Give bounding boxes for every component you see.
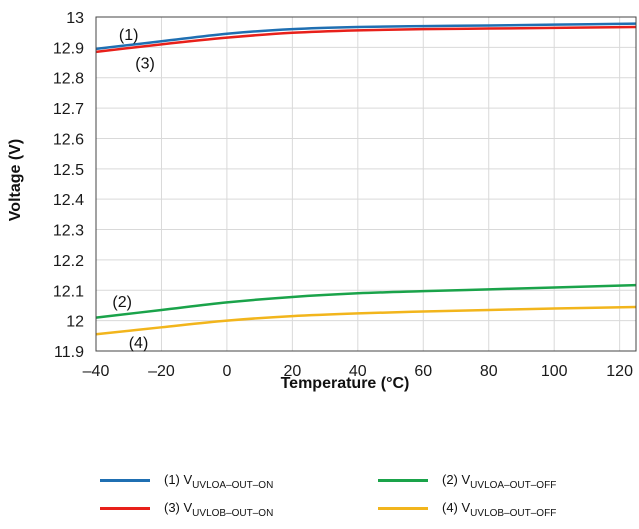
- legend-label-prefix: (2) V: [442, 472, 471, 487]
- y-tick-label: 11.9: [54, 344, 84, 361]
- legend-label-prefix: (3) V: [164, 500, 193, 515]
- y-tick-label: 12.8: [53, 71, 84, 88]
- series-line-3: [95, 25, 637, 54]
- series-line-2: [95, 283, 637, 319]
- legend-swatch: [100, 507, 150, 510]
- y-tick-label: 12.2: [53, 253, 84, 270]
- legend-label: (4) VUVLOB–OUT–OFF: [442, 500, 556, 519]
- legend-label-subscript: UVLOA–OUT–ON: [192, 480, 274, 491]
- legend-item-2: (2) VUVLOA–OUT–OFF: [378, 472, 556, 491]
- y-tick-label: 12: [66, 314, 84, 331]
- legend-item-1: (1) VUVLOA–OUT–ON: [100, 472, 273, 491]
- annotation-2: (2): [112, 294, 132, 311]
- annotation-3: (3): [135, 56, 155, 73]
- legend-label-subscript: UVLOA–OUT–OFF: [470, 480, 557, 491]
- series-lines: [95, 22, 637, 336]
- annotation-4: (4): [129, 335, 149, 352]
- legend-label: (1) VUVLOA–OUT–ON: [164, 472, 273, 491]
- x-tick-label: 0: [222, 363, 231, 380]
- x-axis-ticks: –40 –20 0 20 40 60 80 100 120: [83, 363, 633, 380]
- legend-swatch: [378, 507, 428, 510]
- x-tick-label: 120: [606, 363, 633, 380]
- y-tick-label: 13: [66, 10, 84, 27]
- legend-label-prefix: (1) V: [164, 472, 193, 487]
- plot-frame: [95, 16, 637, 352]
- plot-border: [95, 16, 637, 352]
- y-tick-label: 12.5: [53, 162, 84, 179]
- legend-item-4: (4) VUVLOB–OUT–OFF: [378, 500, 556, 519]
- legend-label-subscript: UVLOB–OUT–ON: [192, 508, 274, 519]
- y-tick-label: 12.6: [53, 131, 84, 148]
- y-axis-title: Voltage (V): [7, 139, 24, 221]
- x-axis-title: Temperature (°C): [281, 375, 410, 392]
- legend-label: (3) VUVLOB–OUT–ON: [164, 500, 273, 519]
- y-tick-label: 12.4: [53, 192, 84, 209]
- legend-label-subscript: UVLOB–OUT–OFF: [470, 508, 557, 519]
- x-tick-label: 40: [349, 363, 367, 380]
- annotation-1: (1): [119, 27, 139, 44]
- grid: [95, 16, 636, 352]
- legend-item-3: (3) VUVLOB–OUT–ON: [100, 500, 273, 519]
- x-tick-label: 60: [414, 363, 432, 380]
- x-tick-label: 20: [283, 363, 301, 380]
- legend-label: (2) VUVLOA–OUT–OFF: [442, 472, 556, 491]
- legend-label-prefix: (4) V: [442, 500, 471, 515]
- series-line-1: [95, 22, 637, 51]
- legend-swatch: [378, 479, 428, 482]
- y-tick-label: 12.9: [53, 40, 84, 57]
- x-tick-label: –20: [148, 363, 175, 380]
- x-tick-label: –40: [83, 363, 110, 380]
- y-axis-ticks: 11.9 12 12.1 12.2 12.3 12.4 12.5 12.6 12.7 12.8 12…: [53, 10, 84, 361]
- x-tick-label: 80: [480, 363, 498, 380]
- series-line-4: [95, 305, 637, 336]
- y-tick-label: 12.1: [53, 283, 84, 300]
- legend-swatch: [100, 479, 150, 482]
- y-tick-label: 12.3: [53, 223, 84, 240]
- y-tick-label: 12.7: [53, 101, 84, 118]
- curve-annotations: (1) (2) (3) (4): [112, 27, 154, 352]
- x-tick-label: 100: [541, 363, 568, 380]
